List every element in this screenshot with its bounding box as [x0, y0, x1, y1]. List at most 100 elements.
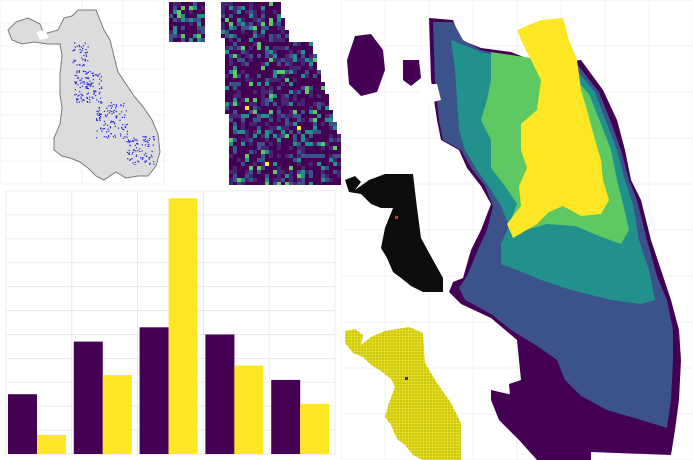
crime-point [144, 160, 146, 162]
density-cell [329, 158, 333, 162]
density-cell [261, 154, 265, 158]
density-cell [173, 14, 177, 18]
crime-point [115, 110, 118, 113]
crime-point [96, 99, 98, 101]
density-cell [273, 182, 277, 185]
crime-points [72, 42, 155, 166]
density-cell [233, 130, 237, 134]
density-cell [229, 138, 233, 142]
density-cell [229, 90, 233, 94]
density-cell [305, 46, 309, 50]
crime-point [105, 115, 107, 118]
density-cell [277, 30, 281, 34]
density-cell [281, 54, 285, 58]
density-cell [317, 142, 321, 146]
density-cell [261, 46, 265, 50]
crime-point [149, 163, 151, 165]
crime-point [85, 52, 87, 54]
crime-point [86, 72, 88, 74]
density-cell [313, 66, 317, 70]
density-cell [297, 146, 301, 150]
density-cell [249, 178, 253, 182]
density-cell [329, 126, 333, 130]
crime-point [76, 72, 78, 74]
crime-point [148, 139, 150, 141]
density-cell [273, 122, 277, 126]
density-cell [321, 126, 325, 130]
density-cell [285, 78, 289, 82]
density-cell [313, 102, 317, 106]
crime-point [86, 51, 88, 53]
density-cell [297, 118, 301, 122]
density-cell [293, 166, 297, 170]
density-cell [237, 138, 241, 142]
density-cell [281, 174, 285, 178]
density-cell [249, 22, 253, 26]
density-cell [285, 38, 289, 42]
density-cell [265, 114, 269, 118]
crime-point [92, 72, 94, 74]
density-cell [169, 6, 173, 10]
density-cell [289, 98, 293, 102]
yellow-grid [345, 327, 461, 460]
density-cell [333, 126, 337, 130]
density-cell [309, 134, 313, 138]
crime-point [146, 140, 148, 142]
density-cell [273, 22, 277, 26]
density-cell [265, 38, 269, 42]
density-cell [281, 118, 285, 122]
contour-map-panel [341, 0, 693, 460]
density-cell [313, 158, 317, 162]
density-cell [249, 34, 253, 38]
density-cell [253, 54, 257, 58]
crime-point [81, 85, 83, 87]
density-cell [269, 142, 273, 146]
crime-point [97, 111, 99, 113]
density-cell [325, 158, 329, 162]
density-cell [245, 54, 249, 58]
density-cell [305, 106, 309, 110]
density-cell [269, 18, 273, 22]
density-cell [261, 126, 265, 130]
density-cell [313, 122, 317, 126]
density-cell [229, 118, 233, 122]
density-cell [317, 114, 321, 118]
density-cell [201, 30, 205, 34]
density-cell [329, 170, 333, 174]
density-cell [261, 178, 265, 182]
density-cell [253, 94, 257, 98]
density-cell [273, 78, 277, 82]
density-cell [289, 150, 293, 154]
density-cell [173, 2, 177, 6]
density-cell [249, 158, 253, 162]
crime-point [96, 119, 98, 121]
density-cell [177, 6, 181, 10]
dark-grid [345, 174, 443, 292]
density-cell [229, 78, 233, 82]
density-cell [233, 102, 237, 106]
density-cell [289, 126, 293, 130]
density-cell [265, 6, 269, 10]
density-cell [285, 174, 289, 178]
density-cell [237, 110, 241, 114]
density-cell [193, 34, 197, 38]
crime-point [76, 99, 78, 101]
density-cell [301, 70, 305, 74]
points-map-panel [0, 0, 166, 185]
density-cell [325, 162, 329, 166]
density-cell [237, 58, 241, 62]
density-cell [305, 54, 309, 58]
density-cell [261, 26, 265, 30]
density-cell [273, 98, 277, 102]
density-cell [309, 182, 313, 185]
density-cell [253, 74, 257, 78]
density-cell [309, 126, 313, 130]
crime-point [123, 103, 125, 105]
crime-point [76, 45, 78, 47]
density-cell [201, 22, 205, 26]
density-cell [325, 126, 329, 130]
crime-point [142, 136, 144, 138]
crime-point [149, 137, 151, 140]
density-cell [289, 178, 293, 182]
density-cell [229, 142, 233, 146]
